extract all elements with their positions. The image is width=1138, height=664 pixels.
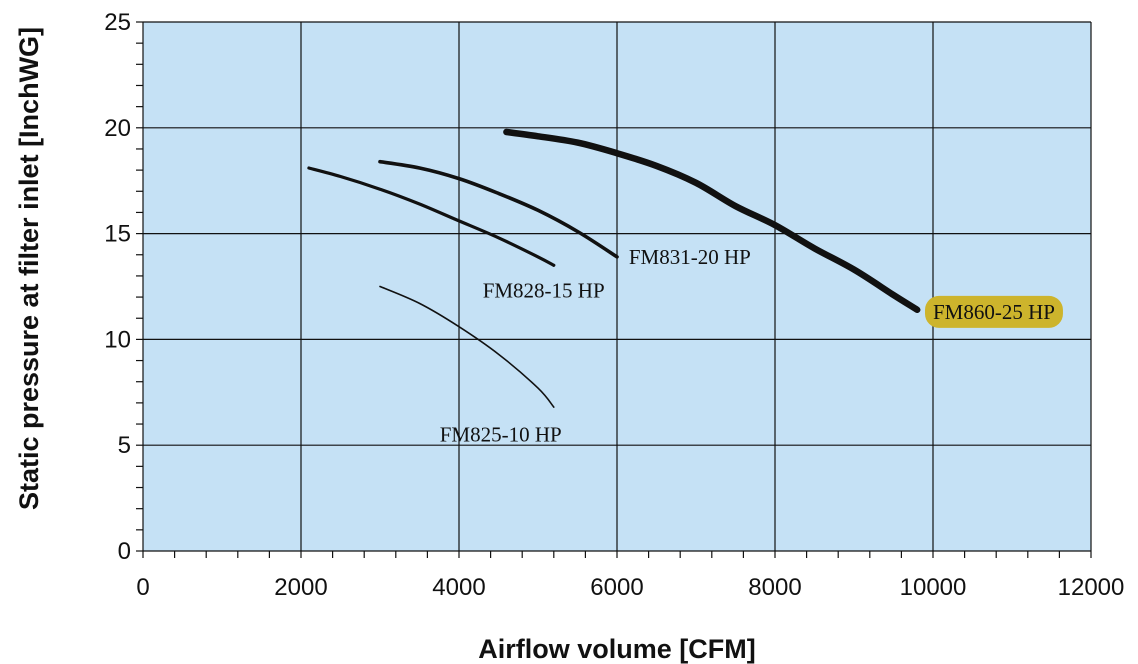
series-label-highlight bbox=[925, 295, 1063, 328]
series-line bbox=[307, 166, 556, 267]
series-line bbox=[503, 128, 921, 314]
x-tick-label: 4000 bbox=[432, 574, 485, 601]
series-label: FM831-20 HP bbox=[629, 245, 751, 269]
x-tick-label: 10000 bbox=[900, 574, 967, 601]
x-tick-label: 12000 bbox=[1058, 574, 1125, 601]
series-label-group: FM831-20 HP bbox=[629, 245, 751, 269]
y-axis-title: Static pressure at filter inlet [InchWG] bbox=[14, 27, 44, 510]
x-tick-label: 8000 bbox=[748, 574, 801, 601]
series-label: FM825-10 HP bbox=[440, 423, 562, 447]
x-axis-title: Airflow volume [CFM] bbox=[478, 634, 756, 664]
y-tick-label: 0 bbox=[118, 538, 131, 565]
y-tick-label: 10 bbox=[104, 326, 131, 353]
x-tick-label: 2000 bbox=[274, 574, 327, 601]
x-tick-label: 0 bbox=[136, 574, 149, 601]
x-tick-label: 6000 bbox=[590, 574, 643, 601]
y-tick-labels: 0 5 10 15 20 25 bbox=[104, 9, 131, 565]
series-label: FM828-15 HP bbox=[483, 279, 605, 303]
series-line bbox=[379, 285, 555, 408]
series-line bbox=[378, 159, 619, 259]
y-tick-label: 25 bbox=[104, 9, 131, 36]
y-tick-label: 5 bbox=[118, 432, 131, 459]
y-tick-label: 20 bbox=[104, 115, 131, 142]
series-label-group: FM860-25 HP bbox=[925, 295, 1063, 328]
x-tick-labels: 0 2000 4000 6000 8000 10000 12000 bbox=[136, 574, 1124, 601]
series-label-group: FM828-15 HP bbox=[483, 279, 605, 303]
series-labels: FM825-10 HP FM828-15 HP FM831-20 HP FM860-2… bbox=[440, 245, 1063, 447]
minor-ticks bbox=[136, 21, 1092, 558]
series-label-group: FM825-10 HP bbox=[440, 423, 562, 447]
series-label: FM860-25 HP bbox=[933, 300, 1055, 324]
y-tick-label: 15 bbox=[104, 221, 131, 248]
series-lines bbox=[307, 128, 921, 408]
